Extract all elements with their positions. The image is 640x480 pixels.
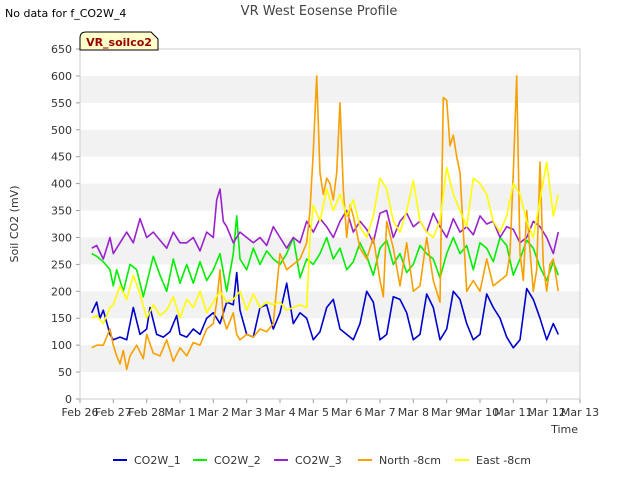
legend-label: CO2W_3 <box>295 454 342 467</box>
legend-label: CO2W_1 <box>134 454 181 467</box>
legend-item: CO2W_1 <box>113 454 181 467</box>
x-tick-label: Mar 8 <box>398 406 429 419</box>
grid-band <box>80 102 580 130</box>
y-tick-label: 500 <box>51 124 72 137</box>
legend-item: CO2W_3 <box>274 454 342 467</box>
x-tick-label: Feb 26 <box>62 406 99 419</box>
x-axis-label: Time <box>550 423 578 436</box>
y-tick-label: 200 <box>51 285 72 298</box>
y-axis: 0 50 100 150 200 250 300 350 400 450 500 550 600 650 <box>51 43 80 406</box>
y-tick-label: 50 <box>58 366 72 379</box>
grid-band <box>80 75 580 103</box>
y-tick-label: 250 <box>51 258 72 271</box>
legend-item: East -8cm <box>455 454 531 467</box>
grid-band <box>80 291 580 319</box>
series-line-co2w-1 <box>90 271 560 349</box>
x-tick-label: Mar 11 <box>494 406 532 419</box>
series-line-east-8cm <box>91 161 560 325</box>
legend: CO2W_1 CO2W_2 CO2W_3 North -8cm East -8cm <box>113 454 531 467</box>
x-tick-label: Mar 1 <box>164 406 195 419</box>
y-tick-label: 450 <box>51 151 72 164</box>
y-tick-label: 150 <box>51 312 72 325</box>
y-tick-label: 650 <box>51 43 72 56</box>
x-tick-label: Mar 4 <box>264 406 295 419</box>
grid-band <box>80 156 580 184</box>
x-tick-label: Mar 13 <box>561 406 599 419</box>
plot-frame <box>79 48 581 400</box>
y-tick-label: 0 <box>65 393 72 406</box>
x-tick-label: Mar 3 <box>231 406 262 419</box>
x-tick-label: Mar 7 <box>364 406 395 419</box>
y-tick-label: 100 <box>51 339 72 352</box>
no-data-note: No data for f_CO2W_4 <box>5 7 127 20</box>
y-tick-label: 350 <box>51 205 72 218</box>
legend-label: East -8cm <box>476 454 531 467</box>
grid-band <box>80 264 580 292</box>
grid-band <box>80 49 580 76</box>
series-line-co2w-2 <box>91 215 560 298</box>
y-axis-label: Soil CO2 (mV) <box>8 186 21 263</box>
badge: VR_soilco2 <box>79 31 159 51</box>
grid-band <box>80 345 580 373</box>
grid-band <box>80 372 580 399</box>
series-line-co2w-3 <box>91 188 560 260</box>
plot-background <box>80 49 580 399</box>
x-tick-label: Mar 9 <box>431 406 462 419</box>
x-tick-label: Mar 12 <box>528 406 566 419</box>
x-tick-label: Feb 27 <box>95 406 132 419</box>
legend-label: CO2W_2 <box>214 454 261 467</box>
x-tick-label: Mar 5 <box>298 406 329 419</box>
grid-band <box>80 318 580 346</box>
x-tick-label: Feb 28 <box>128 406 165 419</box>
series-line-north-8cm <box>91 75 560 371</box>
badge-label: VR_soilco2 <box>86 36 152 49</box>
x-tick-label: Mar 10 <box>461 406 499 419</box>
legend-item: CO2W_2 <box>193 454 261 467</box>
y-tick-label: 550 <box>51 97 72 110</box>
x-tick-label: Mar 2 <box>198 406 229 419</box>
y-tick-label: 400 <box>51 178 72 191</box>
grid-band <box>80 129 580 157</box>
badge-box <box>79 31 159 51</box>
legend-label: North -8cm <box>379 454 441 467</box>
x-tick-label: Mar 6 <box>331 406 362 419</box>
plot-area <box>90 75 560 371</box>
chart-title: VR West Eosense Profile <box>241 4 398 19</box>
y-tick-label: 600 <box>51 70 72 83</box>
y-tick-label: 300 <box>51 231 72 244</box>
legend-item: North -8cm <box>358 454 441 467</box>
